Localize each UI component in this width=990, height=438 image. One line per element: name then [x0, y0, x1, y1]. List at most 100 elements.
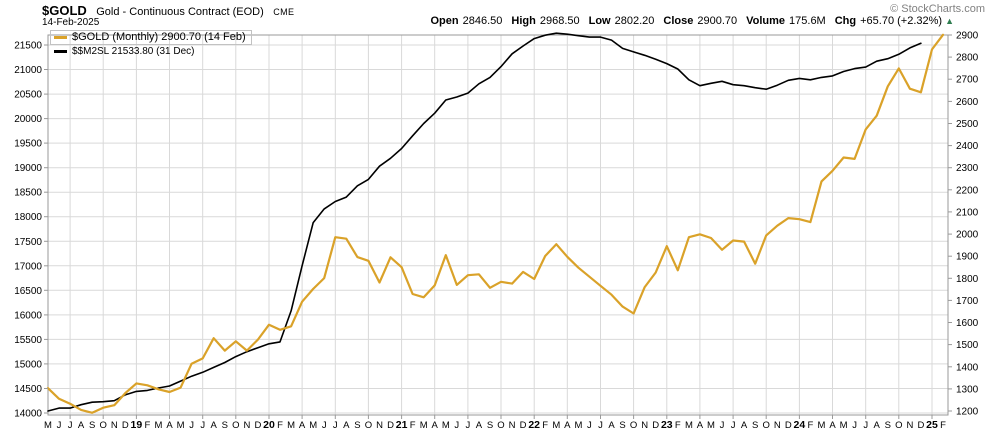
svg-text:N: N: [376, 420, 383, 431]
ohlc-quote-bar: Open 2846.50 High 2968.50 Low 2802.20 Close 290…: [422, 15, 955, 27]
svg-text:2300: 2300: [956, 163, 979, 174]
svg-text:M: M: [309, 420, 317, 431]
svg-text:M: M: [287, 420, 295, 431]
svg-text:25: 25: [926, 419, 938, 431]
svg-text:1700: 1700: [956, 296, 979, 307]
svg-text:2700: 2700: [956, 75, 979, 86]
svg-text:1900: 1900: [956, 252, 979, 263]
quote-value: 2846.50: [462, 15, 503, 27]
legend-item: $GOLD (Monthly) 2900.70 (14 Feb): [50, 30, 252, 45]
svg-text:D: D: [387, 420, 394, 431]
svg-text:A: A: [476, 420, 483, 431]
svg-text:J: J: [454, 420, 459, 431]
svg-text:A: A: [299, 420, 306, 431]
svg-text:A: A: [564, 420, 571, 431]
svg-text:F: F: [675, 420, 681, 431]
svg-text:A: A: [829, 420, 836, 431]
svg-text:D: D: [254, 420, 261, 431]
svg-text:A: A: [608, 420, 615, 431]
quote-label: Volume: [746, 15, 786, 27]
axis-tick-marks: [44, 34, 952, 419]
svg-text:M: M: [574, 420, 582, 431]
svg-text:1300: 1300: [956, 384, 979, 395]
svg-text:M: M: [420, 420, 428, 431]
svg-text:O: O: [232, 420, 239, 431]
svg-text:A: A: [432, 420, 439, 431]
m2sl-series-line: [47, 32, 922, 412]
svg-text:J: J: [720, 420, 725, 431]
svg-text:16500: 16500: [14, 286, 42, 297]
svg-text:F: F: [542, 420, 548, 431]
svg-text:D: D: [652, 420, 659, 431]
svg-text:20500: 20500: [14, 90, 42, 101]
svg-text:F: F: [277, 420, 283, 431]
svg-text:O: O: [100, 420, 107, 431]
svg-text:J: J: [731, 420, 736, 431]
svg-text:F: F: [807, 420, 813, 431]
svg-text:16000: 16000: [14, 310, 42, 321]
svg-text:M: M: [155, 420, 163, 431]
gold-series-line: [46, 33, 945, 414]
svg-text:F: F: [410, 420, 416, 431]
svg-text:2000: 2000: [956, 230, 979, 241]
svg-text:15500: 15500: [14, 335, 42, 346]
svg-text:O: O: [365, 420, 372, 431]
chart-title-bar: $GOLD Gold - Continuous Contract (EOD) C…: [42, 2, 294, 20]
svg-text:2800: 2800: [956, 53, 979, 64]
svg-text:18500: 18500: [14, 188, 42, 199]
svg-text:N: N: [906, 420, 913, 431]
svg-text:M: M: [177, 420, 185, 431]
svg-text:M: M: [685, 420, 693, 431]
svg-text:F: F: [144, 420, 150, 431]
svg-text:N: N: [509, 420, 516, 431]
quote-label: Open: [430, 15, 459, 27]
svg-text:17000: 17000: [14, 261, 42, 272]
quote-value: +65.70 (+2.32%): [860, 15, 943, 27]
svg-text:1600: 1600: [956, 318, 979, 329]
x-axis-labels: M J J A S O N D 19 F M A M J J A S O N D 20 F M A M J J A S O N D 21 F M A M…: [44, 419, 946, 431]
chart-legend: $GOLD (Monthly) 2900.70 (14 Feb) $$M2SL 2…: [50, 30, 252, 57]
svg-text:A: A: [166, 420, 173, 431]
left-axis-labels: 21500 21000 20500 20000 19500 19000 18500 18000…: [14, 41, 42, 420]
svg-text:D: D: [520, 420, 527, 431]
svg-text:2600: 2600: [956, 97, 979, 108]
svg-text:J: J: [863, 420, 868, 431]
svg-text:A: A: [211, 420, 218, 431]
svg-text:2500: 2500: [956, 119, 979, 130]
exchange-label: CME: [273, 7, 295, 17]
svg-text:M: M: [552, 420, 560, 431]
svg-text:J: J: [322, 420, 327, 431]
svg-text:M: M: [44, 420, 52, 431]
svg-text:1200: 1200: [956, 407, 979, 418]
svg-text:S: S: [354, 420, 360, 431]
svg-text:A: A: [343, 420, 350, 431]
quote-label: High: [511, 15, 536, 27]
svg-text:19500: 19500: [14, 139, 42, 150]
quote-label: Low: [588, 15, 611, 27]
legend-line-swatch-icon: [54, 35, 67, 39]
svg-text:J: J: [189, 420, 194, 431]
svg-text:14500: 14500: [14, 384, 42, 395]
svg-text:J: J: [333, 420, 338, 431]
legend-line-swatch-icon: [54, 50, 67, 53]
legend-item: $$M2SL 21533.80 (31 Dec): [50, 45, 252, 57]
svg-text:J: J: [57, 420, 62, 431]
svg-text:22: 22: [528, 419, 540, 431]
svg-text:1400: 1400: [956, 362, 979, 373]
ticker-symbol: $GOLD: [42, 3, 87, 18]
svg-text:19: 19: [131, 419, 143, 431]
quote-value: 2900.70: [697, 15, 738, 27]
svg-text:J: J: [852, 420, 857, 431]
svg-text:20: 20: [263, 419, 275, 431]
svg-text:J: J: [200, 420, 205, 431]
svg-text:N: N: [641, 420, 648, 431]
svg-text:S: S: [619, 420, 625, 431]
svg-text:D: D: [122, 420, 129, 431]
plot-border: [47, 34, 949, 416]
svg-text:O: O: [763, 420, 770, 431]
svg-text:J: J: [598, 420, 603, 431]
svg-text:2400: 2400: [956, 141, 979, 152]
quote-label: Chg: [834, 15, 857, 27]
